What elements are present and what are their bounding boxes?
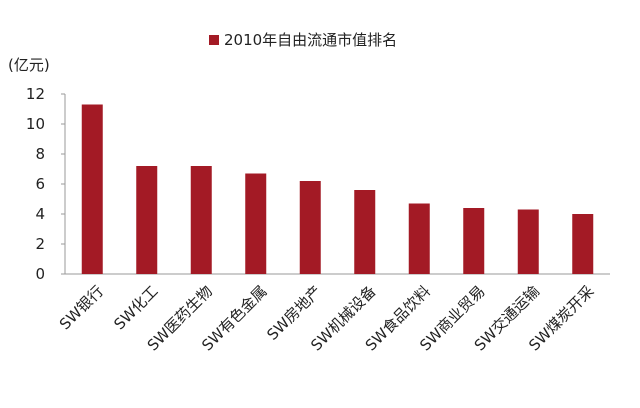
legend-swatch <box>209 35 219 45</box>
bar <box>299 181 321 274</box>
bar <box>463 208 485 274</box>
x-category-label: SW化工 <box>110 282 161 333</box>
y-tick-label: 12 <box>26 85 45 103</box>
y-tick-label: 6 <box>35 175 45 193</box>
bar <box>354 190 376 274</box>
x-axis-labels: SW银行 SW化工SW医药生物SW有色金属SW房地产SW机械设备SW食品饮料SW商… <box>56 282 598 354</box>
legend: 2010年自由流通市值排名 <box>209 31 397 49</box>
y-tick-label: 2 <box>35 235 45 253</box>
y-tick-label: 10 <box>26 115 45 133</box>
y-tick-label: 4 <box>35 205 45 223</box>
y-axis-unit-label: (亿元) <box>8 56 50 74</box>
bar <box>136 166 158 274</box>
bar-series <box>81 104 594 274</box>
legend-label: 2010年自由流通市值排名 <box>224 31 397 49</box>
bar <box>517 209 539 274</box>
y-tick-label: 0 <box>35 265 45 283</box>
y-tick-label: 8 <box>35 145 45 163</box>
bar <box>190 166 212 274</box>
x-category-label: SW银行 <box>56 282 107 333</box>
bar <box>81 104 103 274</box>
y-axis-ticks: 0 2 4 6 8 10 12 <box>26 85 65 283</box>
bar <box>572 214 594 274</box>
bar <box>245 173 267 274</box>
bar <box>408 203 430 274</box>
